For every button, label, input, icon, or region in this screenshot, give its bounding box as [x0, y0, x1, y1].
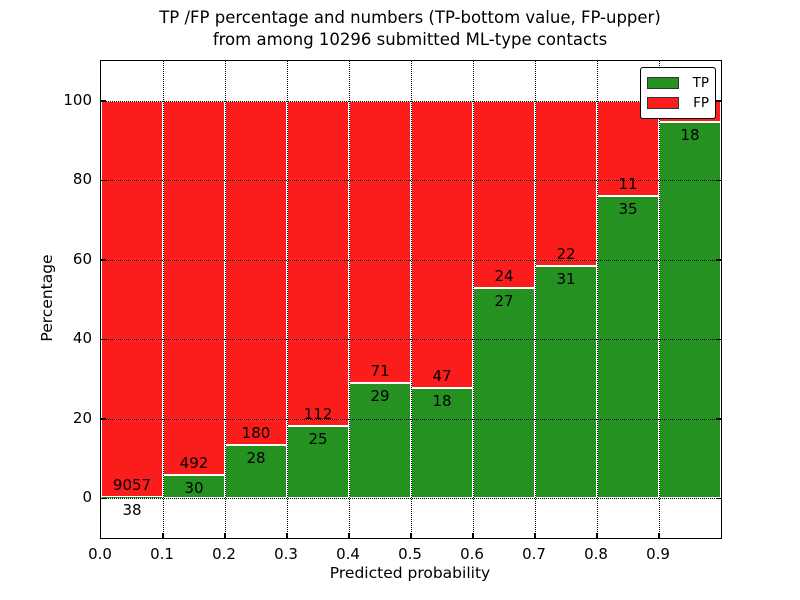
fp-count-label: 180	[241, 423, 271, 442]
x-tick-bottom	[596, 533, 598, 538]
y-tick-label: 40	[72, 329, 92, 348]
legend-item-fp: FP	[647, 93, 709, 113]
bar-tp-0.2	[225, 444, 287, 499]
x-tick-label: 0.6	[460, 545, 484, 563]
fp-count-label: 11	[618, 174, 638, 193]
x-tick-bottom	[658, 533, 660, 538]
x-gridline-0.1	[163, 61, 164, 538]
x-gridline-0.4	[349, 61, 350, 538]
x-tick-bottom	[286, 533, 288, 538]
y-tick-right	[716, 338, 721, 341]
y-tick-left	[101, 338, 106, 341]
y-tick-label: 80	[72, 170, 92, 189]
bar-fp-0.0	[101, 100, 163, 497]
bar-tp-0.9	[659, 121, 721, 499]
chart-title-line1: TP /FP percentage and numbers (TP-bottom…	[159, 8, 661, 27]
fp-count-label: 47	[432, 367, 452, 386]
bar-fp-0.7	[535, 100, 597, 266]
legend-item-tp: TP	[647, 73, 709, 93]
bar-fp-0.2	[225, 100, 287, 445]
x-tick-label: 0.9	[646, 545, 670, 563]
plot-area: 9057 38 492 30 180 28 112 25 71 29 47 18 24 27 22 31 11 3…	[100, 60, 722, 539]
bar-fp-0.4	[349, 100, 411, 383]
y-tick-left	[101, 100, 106, 102]
x-tick-bottom	[472, 533, 474, 538]
y-tick-left	[101, 418, 106, 420]
x-gridline-0.7	[535, 61, 536, 538]
x-tick-label: 0.2	[212, 545, 236, 563]
chart-title: TP /FP percentage and numbers (TP-bottom…	[100, 7, 720, 51]
x-tick-bottom	[534, 533, 536, 538]
fp-count-label: 22	[556, 244, 576, 263]
tp-count-label: 35	[618, 199, 638, 218]
fp-count-label: 71	[370, 361, 390, 380]
fp-count-label: 9057	[112, 475, 152, 494]
x-gridline-0.8	[597, 61, 598, 538]
y-tick-label: 100	[63, 90, 92, 109]
fp-count-label: 492	[179, 454, 209, 473]
y-tick-right	[716, 418, 721, 420]
fp-count-label: 24	[494, 266, 514, 285]
y-tick-left	[101, 179, 106, 182]
legend: TP FP	[640, 67, 716, 119]
tp-count-label: 18	[432, 392, 452, 411]
y-tick-label: 20	[72, 408, 92, 427]
legend-fp-label: FP	[693, 95, 709, 111]
x-tick-bottom	[162, 533, 164, 538]
x-tick-label: 0.5	[398, 545, 422, 563]
bar-tp-0.0	[101, 496, 163, 499]
bar-tp-0.3	[287, 425, 349, 499]
bar-tp-0.8	[597, 195, 659, 499]
x-tick-label: 0.4	[336, 545, 360, 563]
fp-count-label: 112	[303, 404, 333, 423]
tp-count-label: 25	[308, 429, 328, 448]
tp-count-label: 18	[680, 125, 700, 144]
chart-title-line2: from among 10296 submitted ML-type conta…	[212, 30, 608, 49]
tp-count-label: 31	[556, 269, 576, 288]
y-tick-label: 60	[72, 249, 92, 268]
bar-fp-0.5	[411, 100, 473, 389]
x-tick-bottom	[224, 533, 226, 538]
tp-count-label: 29	[370, 386, 390, 405]
tp-count-label: 30	[184, 479, 204, 498]
bar-tp-0.6	[473, 287, 535, 499]
y-axis-label: Percentage	[38, 254, 56, 342]
bar-tp-0.7	[535, 265, 597, 499]
y-tick-right	[716, 179, 721, 182]
bar-tp-0.5	[411, 388, 473, 499]
x-tick-label: 0.7	[522, 545, 546, 563]
bar-fp-0.6	[473, 100, 535, 288]
x-tick-bottom	[348, 533, 350, 538]
tp-count-label: 28	[246, 448, 266, 467]
x-gridline-0.2	[225, 61, 226, 538]
legend-tp-label: TP	[692, 75, 709, 91]
x-gridline-0.6	[473, 61, 474, 538]
legend-fp-swatch-icon	[647, 97, 679, 109]
x-gridline-0.3	[287, 61, 288, 538]
bar-fp-0.3	[287, 100, 349, 426]
y-tick-label: 0	[82, 488, 92, 507]
y-tick-left	[101, 497, 106, 500]
tp-count-label: 38	[122, 500, 142, 519]
bar-tp-0.4	[349, 382, 411, 499]
x-gridline-0.9	[659, 61, 660, 538]
y-tick-right	[716, 497, 721, 500]
tp-count-label: 27	[494, 291, 514, 310]
y-tick-right	[716, 100, 721, 102]
x-gridline-0.5	[411, 61, 412, 538]
x-axis-label: Predicted probability	[329, 564, 491, 582]
legend-tp-swatch-icon	[647, 77, 679, 89]
x-tick-label: 0.3	[274, 545, 298, 563]
x-tick-label: 0.0	[88, 545, 112, 563]
y-tick-right	[716, 259, 721, 261]
y-tick-left	[101, 259, 106, 261]
x-tick-label: 0.1	[150, 545, 174, 563]
x-tick-bottom	[410, 533, 412, 538]
x-tick-label: 0.8	[584, 545, 608, 563]
